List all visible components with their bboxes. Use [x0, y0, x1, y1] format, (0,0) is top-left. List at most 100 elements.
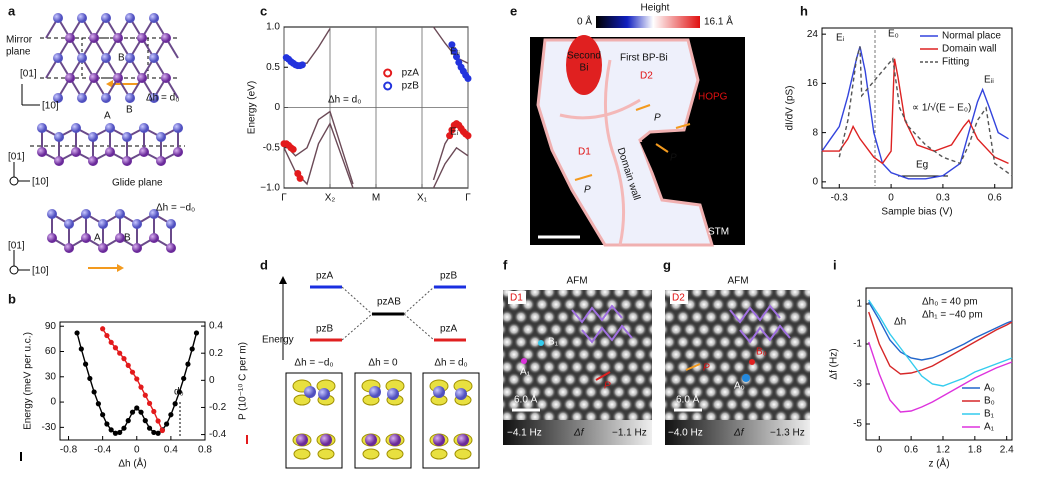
- afm-atom: [640, 310, 652, 324]
- x-tick-label: 0.6: [988, 193, 1002, 204]
- axis-label: [01]: [8, 241, 25, 252]
- afm-atom: [774, 385, 788, 399]
- atom: [98, 243, 108, 253]
- afm-atom: [690, 335, 704, 349]
- y-tick-label: 60: [45, 346, 57, 357]
- afm-atom: [711, 372, 725, 387]
- atom: [387, 388, 399, 400]
- arrow-head: [279, 276, 287, 284]
- atom-lattice: [665, 290, 810, 420]
- afm-atom: [795, 297, 809, 312]
- level-label: pzA: [440, 324, 458, 335]
- x-tick-label: -0.8: [60, 445, 78, 456]
- afm-atom: [753, 347, 767, 362]
- data-point: [185, 361, 191, 367]
- afm-atom: [626, 335, 640, 349]
- x-tick-label: X₂: [325, 193, 336, 204]
- y-axis-label: dI/dV (pS): [785, 85, 796, 130]
- series-line: [868, 311, 1013, 375]
- data-point: [464, 75, 472, 83]
- panel-label: b: [8, 291, 16, 306]
- y-tick-label: 0: [50, 397, 56, 408]
- afm-atom: [503, 335, 514, 349]
- y-tick-label: 90: [45, 321, 57, 332]
- domain-wall: [604, 59, 626, 246]
- atom: [113, 73, 123, 83]
- arrow-head: [106, 80, 113, 88]
- annotation: Eᵢ: [836, 33, 845, 44]
- site-marker: [749, 359, 755, 365]
- afm-atom: [647, 322, 652, 337]
- afm-atom: [514, 335, 528, 349]
- afm-atom: [809, 300, 810, 309]
- afm-atom: [486, 385, 500, 399]
- annotation: Eᵢ: [450, 127, 459, 138]
- afm-atom: [725, 322, 739, 337]
- afm-atom: [795, 322, 809, 337]
- afm-atom: [725, 397, 739, 412]
- x-tick-label: 1.2: [936, 445, 950, 456]
- label-box: [508, 291, 526, 304]
- x-tick-label: 0.6: [904, 445, 918, 456]
- data-point: [189, 346, 195, 352]
- axis-label: [01]: [8, 152, 25, 163]
- afm-atom: [753, 397, 767, 412]
- afm-atom: [556, 290, 570, 299]
- atom: [318, 388, 330, 400]
- data-point: [117, 429, 123, 436]
- afm-atom: [549, 322, 563, 337]
- atom: [53, 13, 63, 23]
- orbital-box: [285, 372, 343, 469]
- afm-atom: [746, 335, 760, 349]
- atom: [132, 219, 142, 229]
- box-title: Δh = −d₀: [294, 358, 333, 369]
- afm-atom: [528, 290, 542, 299]
- afm-atom: [514, 410, 528, 420]
- data-point: [104, 421, 110, 427]
- image-label: B₁: [548, 337, 559, 348]
- image-label: Bi: [580, 63, 589, 74]
- afm-atom: [507, 347, 521, 362]
- afm-atom: [507, 322, 521, 337]
- site-label: A: [94, 233, 101, 244]
- annotation: Δh = d₀: [328, 95, 361, 106]
- afm-atom: [676, 385, 690, 399]
- afm-atom: [669, 397, 683, 412]
- afm-atom: [486, 310, 500, 324]
- afm-atom: [718, 290, 732, 299]
- atom: [122, 132, 132, 142]
- afm-atom: [612, 290, 626, 299]
- afm-atom: [619, 372, 633, 387]
- data-point: [129, 369, 136, 375]
- afm-atom: [760, 290, 774, 299]
- afm-atom: [528, 385, 542, 399]
- data-point: [138, 409, 144, 415]
- atom: [64, 219, 74, 229]
- afm-atom: [718, 360, 732, 374]
- colorbar: [665, 420, 810, 445]
- colorbar-label: −1.3 Hz: [770, 428, 805, 439]
- polarization-arrow: [675, 123, 691, 129]
- atom: [54, 156, 64, 166]
- data-point: [74, 330, 80, 336]
- afm-atom: [640, 385, 652, 399]
- colorbar-label: Δf: [573, 428, 585, 439]
- afm-atom: [732, 410, 746, 420]
- afm-atom: [640, 290, 652, 299]
- afm-atom: [760, 360, 774, 374]
- afm-atom: [584, 290, 598, 299]
- afm-atom: [503, 410, 514, 420]
- afm-atom: [556, 410, 570, 420]
- atom: [37, 123, 47, 133]
- afm-atom: [503, 373, 507, 386]
- afm-atom: [619, 347, 633, 362]
- legend-label: A₁: [984, 422, 995, 433]
- x-tick-label: Γ: [281, 193, 287, 204]
- atom: [105, 123, 115, 133]
- label: plane: [6, 47, 31, 58]
- y-tick-label: 16: [807, 78, 819, 89]
- afm-atom: [556, 360, 570, 374]
- y-tick-label: 8: [812, 127, 818, 138]
- afm-atom: [542, 335, 556, 349]
